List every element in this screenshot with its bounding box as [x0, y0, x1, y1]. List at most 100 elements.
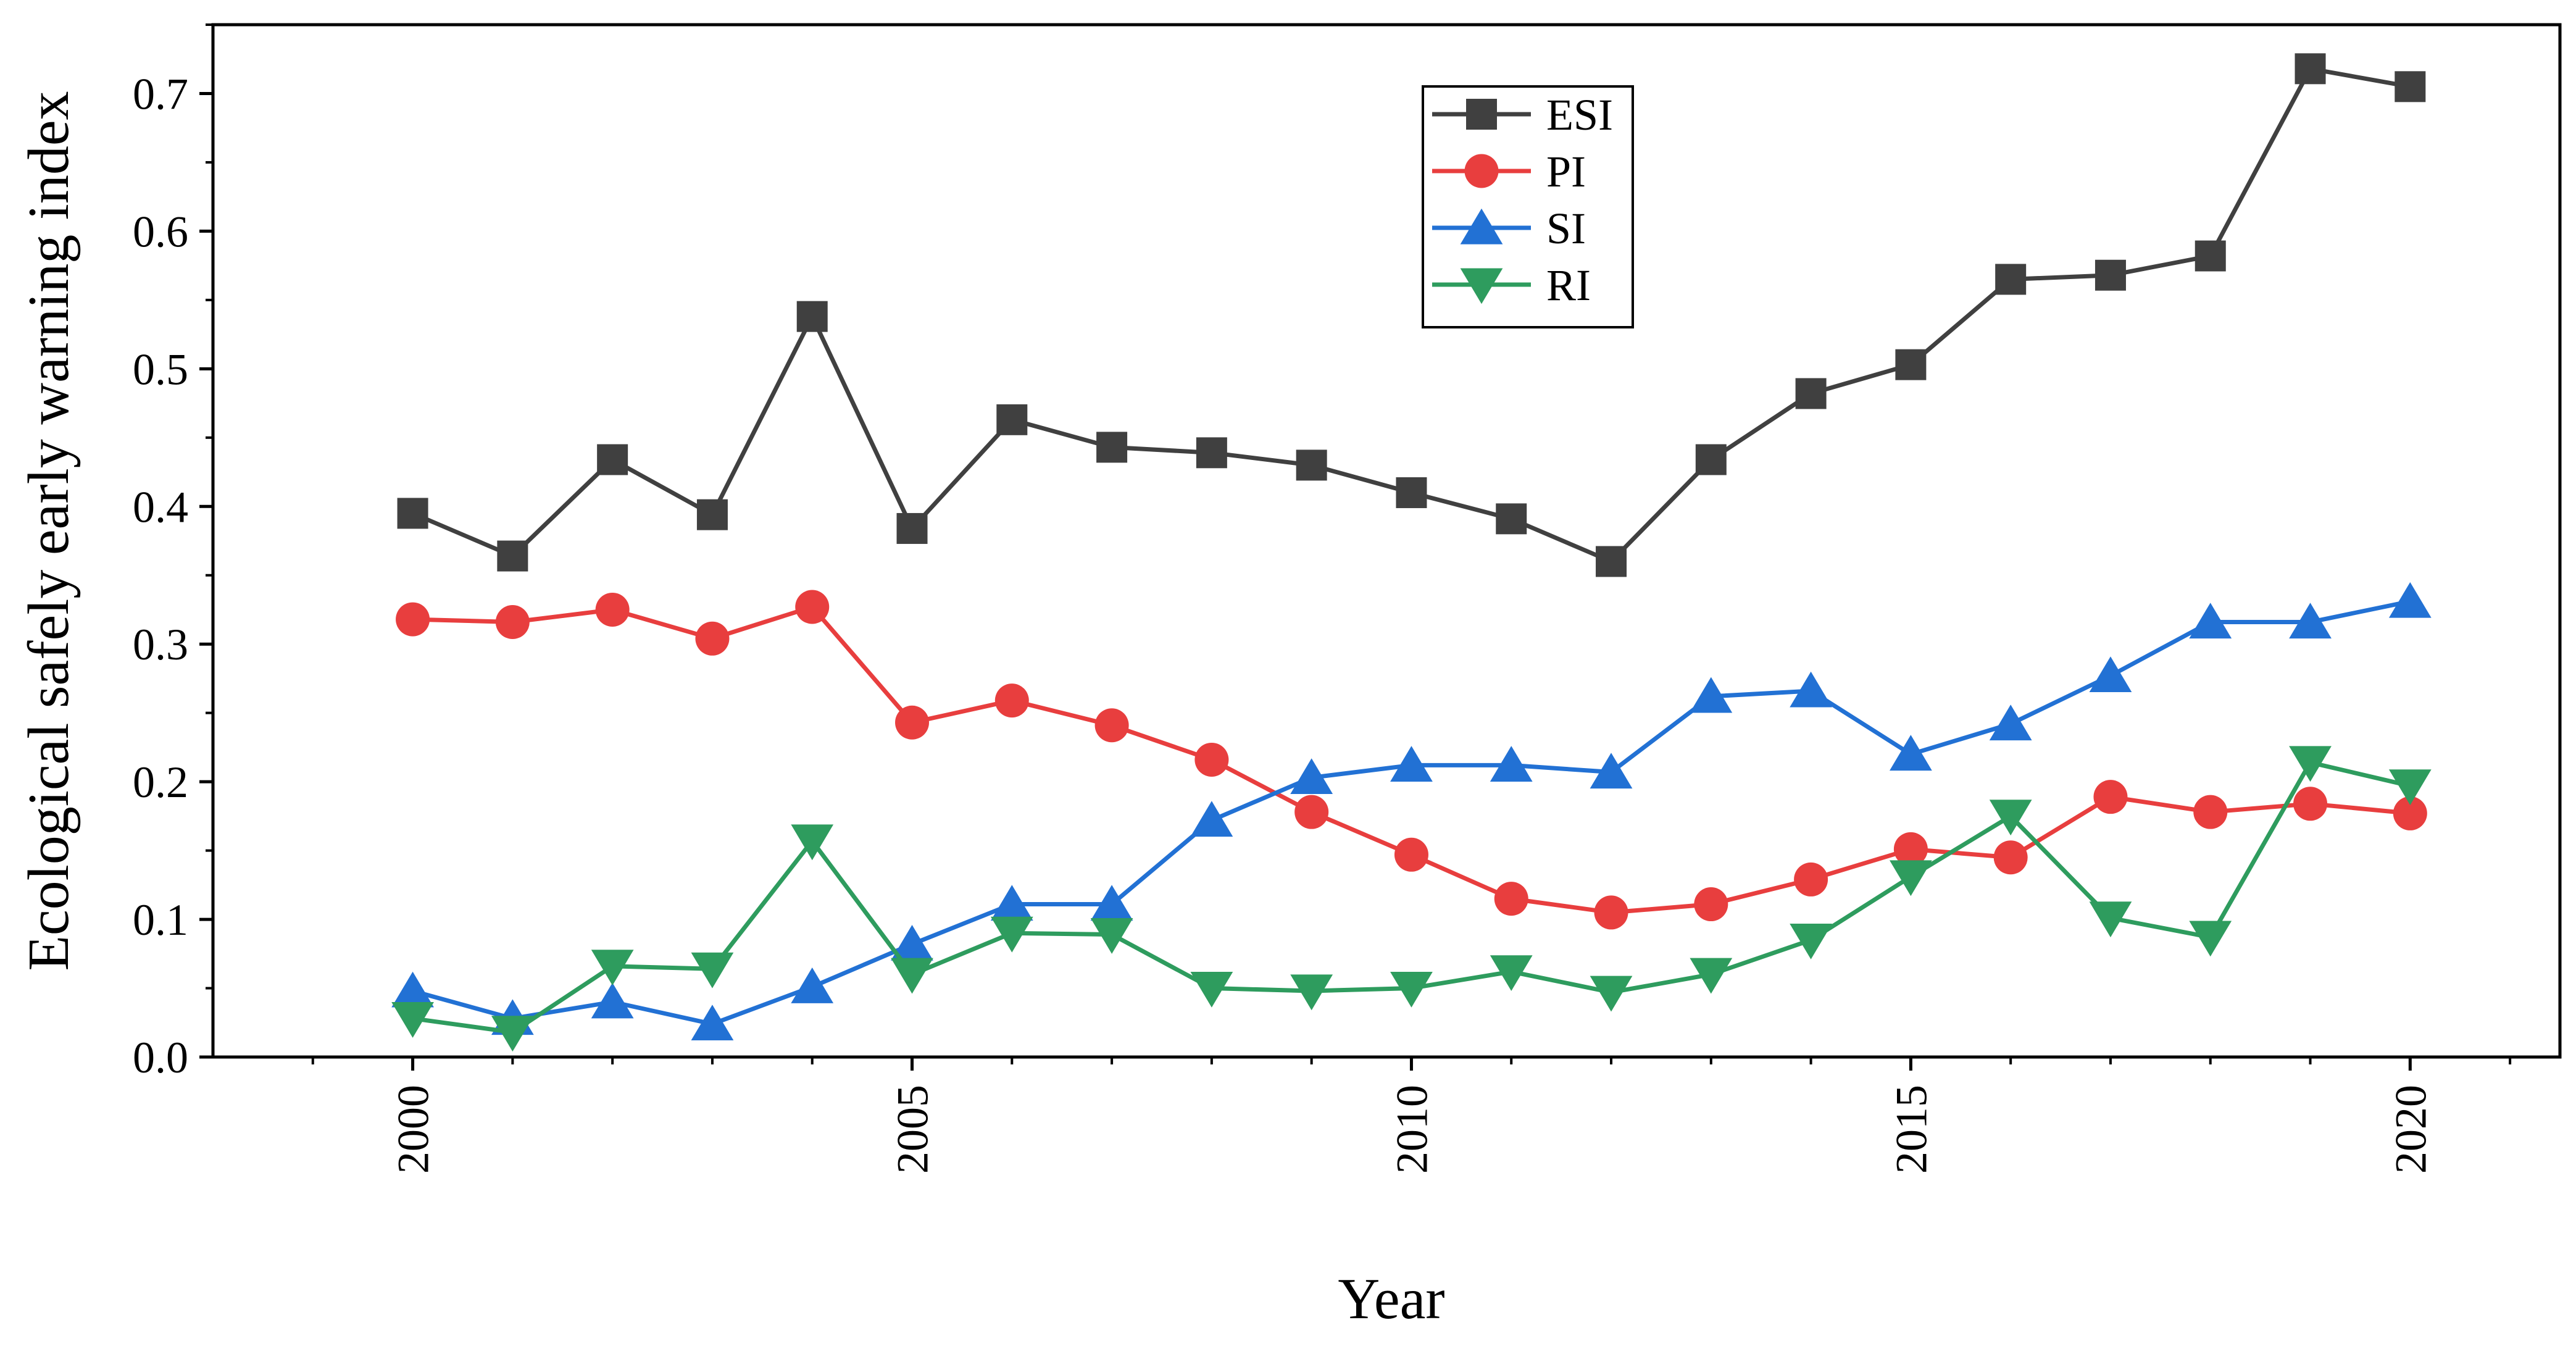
data-point-esi [996, 404, 1028, 435]
y-tick-label: 0.0 [133, 1033, 188, 1082]
data-point-ri [1590, 976, 1633, 1012]
x-tick-label: 2005 [888, 1085, 938, 1174]
x-axis-title: Year [1338, 1267, 1444, 1331]
y-tick-label: 0.5 [133, 345, 188, 394]
legend-label-ri: RI [1546, 261, 1591, 310]
data-point-pi [1594, 895, 1628, 930]
x-tick-label: 2015 [1886, 1085, 1936, 1174]
axes: 0.0 0.1 0.2 0.3 0.4 0.5 0.6 0.7 2000 2005 2010 2015… [133, 23, 2562, 1174]
data-point-pi [1794, 862, 1828, 896]
data-point-ri [1790, 923, 1832, 959]
data-point-ri [1890, 860, 1932, 896]
y-tick-label: 0.7 [133, 69, 188, 119]
data-point-pi [994, 683, 1029, 718]
data-point-ri [990, 916, 1033, 953]
data-point-si [2289, 603, 2332, 639]
data-point-esi [397, 498, 428, 529]
data-point-si [2388, 582, 2432, 618]
data-point-si [1090, 885, 1133, 921]
x-tick-label: 2020 [2386, 1085, 2435, 1174]
data-point-ri [2388, 769, 2432, 806]
data-point-si [691, 1005, 734, 1041]
data-point-pi [2293, 787, 2328, 821]
data-point-esi [1096, 432, 1128, 463]
data-point-pi [396, 602, 430, 637]
legend-marker-si [1460, 208, 1503, 244]
y-tick-label: 0.2 [133, 758, 188, 807]
data-point-pi [895, 705, 930, 740]
series-ri [391, 746, 2432, 1052]
data-point-pi [1494, 882, 1528, 916]
data-point-ri [1290, 974, 1333, 1011]
data-point-pi [2193, 795, 2228, 829]
data-point-ri [2289, 746, 2332, 782]
data-point-esi [796, 301, 828, 332]
data-point-pi [695, 621, 730, 656]
data-point-ri [591, 950, 634, 986]
data-point-esi [1995, 264, 2027, 295]
data-point-si [1490, 746, 1533, 782]
data-point-ri [1090, 918, 1133, 954]
data-point-esi [2095, 259, 2126, 291]
data-point-esi [696, 499, 728, 530]
data-point-pi [595, 592, 630, 627]
data-point-si [990, 885, 1033, 921]
y-tick-label: 0.3 [133, 620, 188, 669]
data-point-ri [1190, 971, 1233, 1008]
data-point-esi [497, 540, 528, 572]
data-point-ri [491, 1016, 534, 1052]
y-tick-label: 0.6 [133, 207, 188, 256]
data-point-si [1890, 735, 1932, 771]
data-point-ri [391, 1002, 434, 1038]
legend-item-esi: ESI [1432, 90, 1613, 140]
data-point-ri [1390, 971, 1433, 1008]
data-point-ri [691, 952, 734, 988]
data-point-pi [1294, 795, 1329, 829]
plot-area [391, 53, 2432, 1052]
data-point-esi [1496, 503, 1527, 535]
data-point-si [1690, 677, 1733, 713]
data-point-pi [1394, 837, 1428, 872]
data-point-si [891, 924, 933, 961]
data-point-esi [1695, 444, 1727, 475]
legend-item-pi: PI [1432, 147, 1586, 196]
legend-marker-ri [1460, 268, 1503, 304]
data-point-si [1790, 671, 1832, 708]
data-point-ri [891, 958, 933, 994]
data-point-pi [495, 605, 530, 640]
data-point-si [1290, 758, 1333, 795]
plot-frame [211, 23, 2562, 1059]
data-point-pi [795, 590, 830, 624]
legend-marker-pi [1464, 154, 1499, 188]
series-pi [396, 590, 2427, 930]
data-point-esi [1396, 477, 1427, 508]
data-point-esi [2195, 240, 2226, 272]
data-point-ri [1989, 800, 2032, 836]
data-point-esi [1196, 437, 1227, 469]
data-point-pi [1094, 708, 1129, 743]
legend-label-esi: ESI [1546, 90, 1613, 140]
legend-item-ri: RI [1432, 261, 1591, 310]
data-point-si [1989, 704, 2032, 741]
data-point-esi [896, 512, 928, 544]
legend-box [1422, 85, 1634, 328]
data-point-si [391, 971, 434, 1008]
y-tick-label: 0.1 [133, 895, 188, 945]
data-point-ri [2089, 901, 2132, 938]
data-point-si [2089, 656, 2132, 693]
y-tick-label: 0.4 [133, 482, 188, 532]
data-point-pi [2393, 796, 2427, 830]
data-point-si [1590, 753, 1633, 789]
legend: ESI PI SI RI [1422, 85, 1634, 328]
data-point-ri [1690, 958, 1733, 994]
data-point-esi [597, 444, 628, 475]
data-point-pi [2093, 780, 2128, 814]
data-point-si [1190, 801, 1233, 837]
data-point-esi [1296, 449, 1327, 481]
data-point-ri [791, 824, 834, 861]
data-point-esi [1596, 546, 1627, 577]
data-point-ri [2189, 921, 2232, 957]
series-esi [397, 53, 2426, 577]
